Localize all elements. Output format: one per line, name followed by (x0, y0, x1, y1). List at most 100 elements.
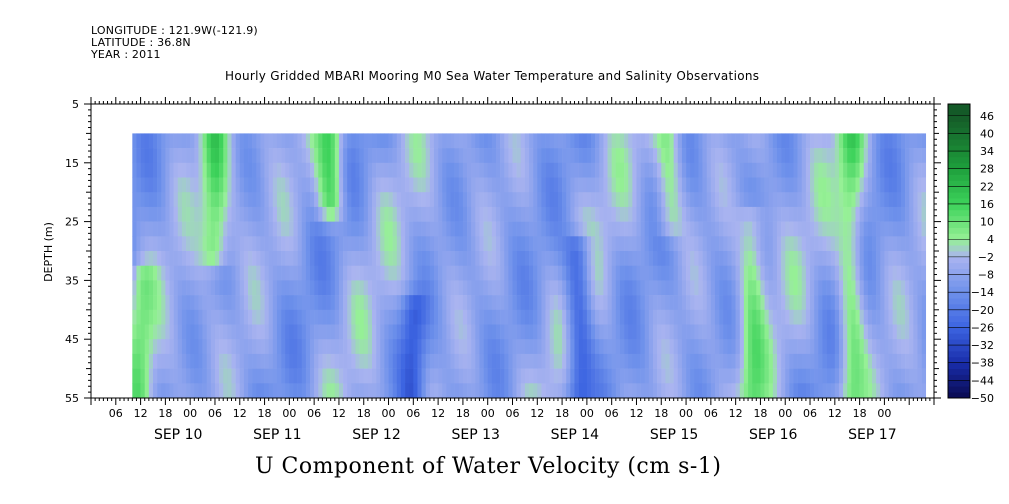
heatmap-cell (504, 339, 509, 355)
heatmap-cell (562, 251, 567, 266)
x-hour-label: 00 (382, 407, 396, 420)
heatmap-cell (785, 192, 790, 208)
heatmap-cell (628, 295, 633, 311)
heatmap-cell (409, 368, 414, 384)
heatmap-cell (566, 162, 571, 178)
colorbar-band (948, 215, 970, 222)
heatmap-cell (921, 206, 927, 222)
heatmap-cell (847, 148, 852, 164)
heatmap-cell (202, 133, 207, 149)
heatmap-cell (243, 280, 249, 296)
heatmap-cell (909, 295, 914, 311)
heatmap-cell (843, 192, 848, 208)
heatmap-cell (181, 148, 187, 164)
heatmap-cell (305, 280, 311, 296)
heatmap-cell (719, 324, 724, 340)
heatmap-cell (487, 383, 493, 399)
heatmap-cell (438, 309, 443, 325)
heatmap-cell (405, 280, 410, 296)
heatmap-cell (363, 309, 369, 325)
heatmap-cell (644, 236, 650, 252)
heatmap-cell (537, 251, 542, 266)
heatmap-cell (148, 236, 154, 252)
heatmap-cell (636, 339, 641, 355)
heatmap-cell (644, 368, 650, 384)
heatmap-cell (384, 206, 389, 222)
heatmap-cell (343, 295, 348, 311)
heatmap-cell (338, 162, 344, 178)
heatmap-cell (479, 324, 484, 340)
heatmap-cell (872, 295, 877, 311)
heatmap-cell (611, 206, 617, 222)
heatmap-cell (148, 221, 154, 237)
heatmap-cell (322, 280, 327, 296)
heatmap-cell (764, 353, 769, 369)
heatmap-cell (801, 177, 807, 193)
heatmap-cell (797, 162, 803, 178)
heatmap-cell (843, 177, 848, 193)
heatmap-cell (347, 192, 352, 208)
heatmap-cell (834, 295, 840, 311)
heatmap-cell (632, 206, 637, 222)
heatmap-cell (599, 221, 604, 237)
heatmap-cell (619, 148, 625, 164)
heatmap-cell (248, 324, 253, 340)
heatmap-cell (471, 148, 476, 164)
heatmap-cell (202, 353, 207, 369)
heatmap-cell (872, 339, 877, 355)
heatmap-cell (880, 339, 885, 355)
heatmap-cell (467, 251, 472, 266)
heatmap-cell (686, 339, 691, 355)
heatmap-cell (636, 280, 641, 296)
heatmap-cell (301, 148, 307, 164)
heatmap-cell (892, 309, 898, 325)
heatmap-cell (872, 353, 877, 369)
heatmap-cell (760, 265, 765, 281)
heatmap-cell (611, 295, 617, 311)
x-hour-label: 18 (158, 407, 172, 420)
heatmap-cell (892, 148, 898, 164)
heatmap-cell (351, 368, 356, 384)
heatmap-cell (392, 162, 398, 178)
heatmap-cell (884, 162, 889, 178)
heatmap-cell (429, 309, 435, 325)
heatmap-cell (388, 339, 393, 355)
heatmap-cell (405, 133, 410, 149)
heatmap-cell (714, 192, 720, 208)
heatmap-cell (181, 162, 187, 178)
heatmap-cell (520, 339, 526, 355)
heatmap-cell (636, 295, 641, 311)
heatmap-cell (545, 265, 550, 281)
heatmap-cell (363, 221, 369, 237)
heatmap-cell (909, 192, 914, 208)
heatmap-cell (719, 192, 724, 208)
heatmap-cell (822, 353, 827, 369)
heatmap-cell (632, 251, 637, 266)
heatmap-cell (248, 192, 253, 208)
heatmap-cell (855, 280, 860, 296)
heatmap-cell (359, 324, 365, 340)
heatmap-cell (814, 177, 819, 193)
heatmap-cell (863, 192, 869, 208)
heatmap-cell (826, 383, 831, 399)
heatmap-cell (310, 221, 315, 237)
heatmap-cell (504, 162, 509, 178)
heatmap-cell (202, 295, 207, 311)
heatmap-cell (743, 251, 749, 266)
heatmap-cell (921, 265, 927, 281)
heatmap-cell (772, 280, 778, 296)
heatmap-cell (186, 192, 191, 208)
heatmap-cell (338, 251, 344, 266)
heatmap-cell (297, 251, 303, 266)
heatmap-cell (876, 280, 881, 296)
heatmap-cell (582, 133, 588, 149)
heatmap-cell (301, 133, 307, 149)
heatmap-cell (748, 148, 753, 164)
heatmap-cell (851, 324, 856, 340)
heatmap-cell (322, 177, 327, 193)
heatmap-cell (359, 383, 365, 399)
heatmap-cell (603, 339, 608, 355)
heatmap-cell (475, 148, 480, 164)
heatmap-cell (223, 148, 228, 164)
heatmap-cell (743, 309, 749, 325)
